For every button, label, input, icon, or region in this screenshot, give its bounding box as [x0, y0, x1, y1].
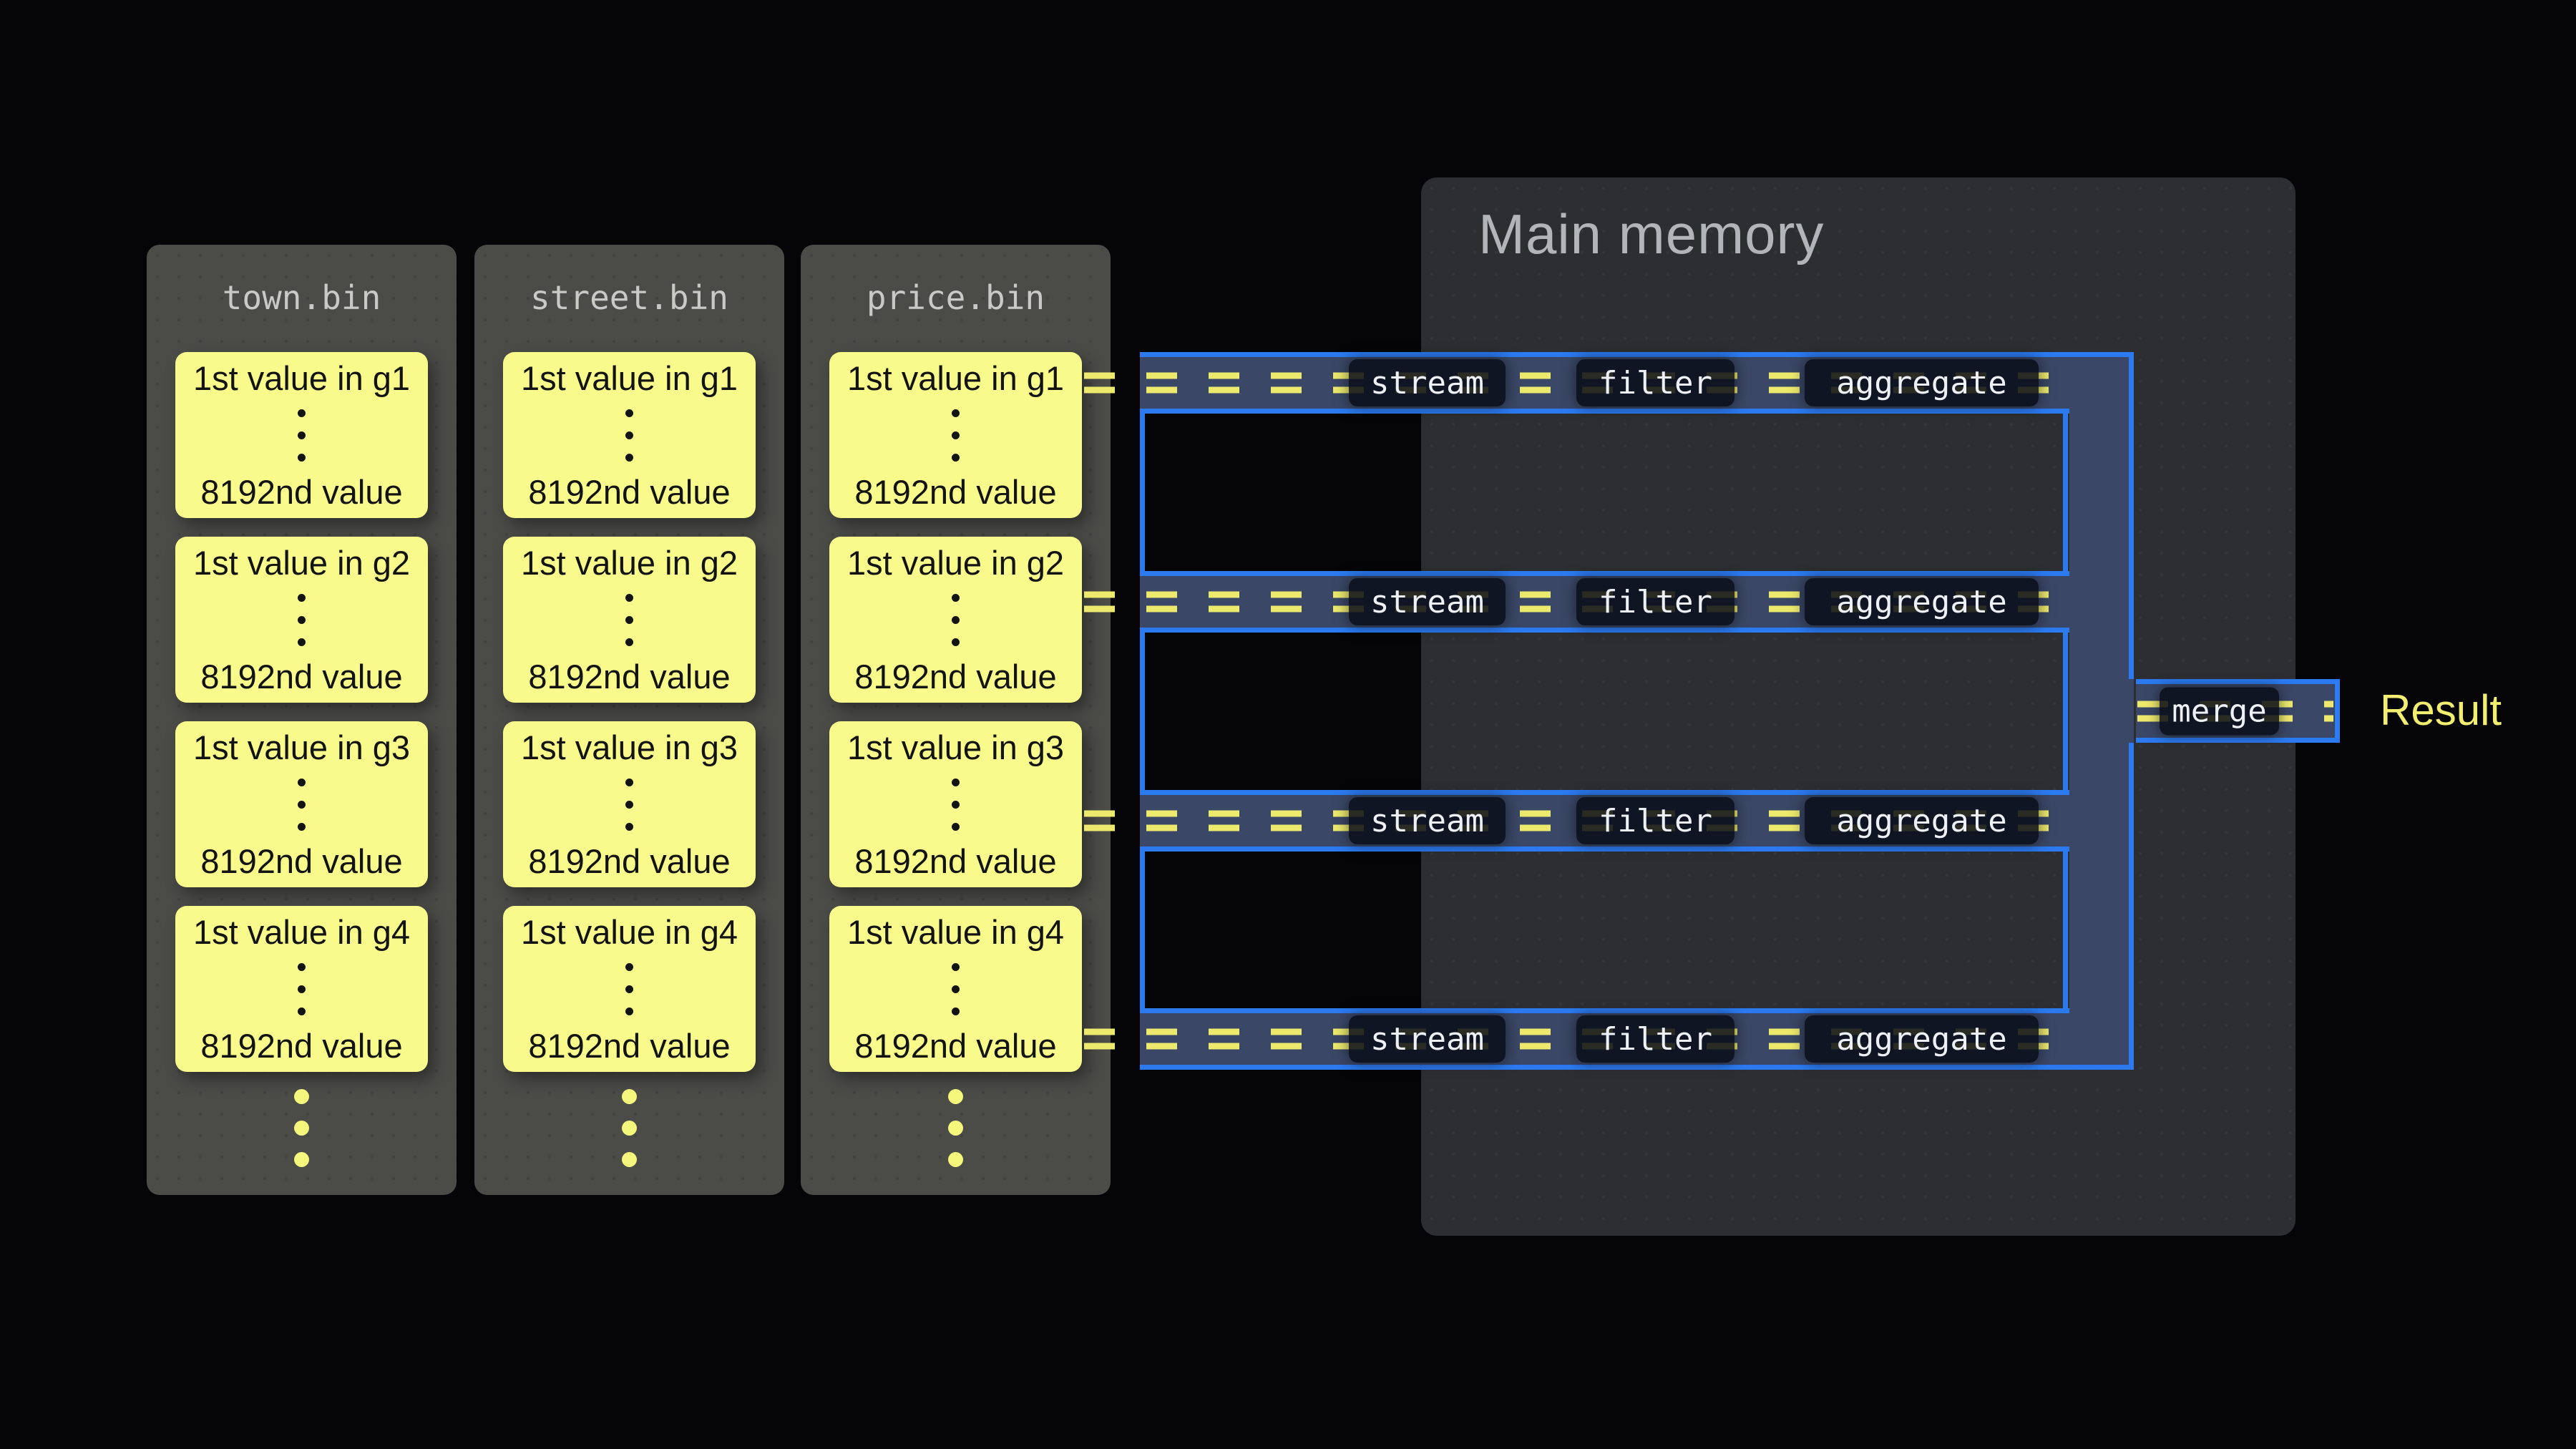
vertical-ellipsis-icon [952, 778, 960, 831]
block-last-value: 8192nd value [854, 841, 1057, 880]
value-block: 1st value in g3 8192nd value [829, 721, 1082, 887]
vertical-ellipsis-icon [952, 962, 960, 1015]
filter-operator-box: filter [1576, 359, 1735, 406]
block-first-value: 1st value in g3 [520, 728, 738, 766]
value-block: 1st value in g2 8192nd value [175, 537, 428, 703]
file-card-street: street.bin 1st value in g1 8192nd value … [474, 245, 784, 1195]
block-first-value: 1st value in g1 [847, 359, 1065, 397]
block-last-value: 8192nd value [200, 472, 403, 511]
value-block: 1st value in g2 8192nd value [503, 537, 756, 703]
block-last-value: 8192nd value [200, 1026, 403, 1065]
aggregate-operator-box: aggregate [1805, 578, 2039, 625]
pipeline-band: stream filter aggregate [1084, 790, 2069, 852]
value-block: 1st value in g4 8192nd value [175, 906, 428, 1072]
file-title: street.bin [530, 278, 728, 317]
value-block: 1st value in g3 8192nd value [503, 721, 756, 887]
vertical-ellipsis-icon [298, 409, 306, 462]
loop-border-left [1140, 414, 1145, 571]
pipeline-band: stream filter aggregate [1084, 352, 2069, 414]
loop-border-left [1140, 633, 1145, 790]
block-last-value: 8192nd value [854, 472, 1057, 511]
stream-operator-box: stream [1349, 359, 1506, 406]
file-title: price.bin [866, 278, 1045, 317]
block-last-value: 8192nd value [200, 841, 403, 880]
value-block: 1st value in g3 8192nd value [175, 721, 428, 887]
stream-operator-box: stream [1349, 797, 1506, 844]
value-block: 1st value in g2 8192nd value [829, 537, 1082, 703]
block-first-value: 1st value in g4 [520, 913, 738, 951]
value-block: 1st value in g4 8192nd value [503, 906, 756, 1072]
vertical-ellipsis-icon [952, 409, 960, 462]
aggregate-operator-box: aggregate [1805, 797, 2039, 844]
loop-border-right [2063, 633, 2068, 790]
loop-border-left [1140, 852, 1145, 1008]
pipeline-band: stream filter aggregate [1084, 571, 2069, 633]
more-groups-ellipsis-icon [147, 1089, 457, 1167]
channel-bottom-border [2069, 1065, 2134, 1070]
loop-border-right [2063, 414, 2068, 571]
merge-band: merge [2136, 679, 2340, 743]
file-title: town.bin [222, 278, 381, 317]
vertical-ellipsis-icon [298, 962, 306, 1015]
vertical-ellipsis-icon [298, 593, 306, 646]
collector-channel-border [2129, 352, 2134, 679]
block-last-value: 8192nd value [854, 1026, 1057, 1065]
block-first-value: 1st value in g2 [520, 544, 738, 582]
aggregate-operator-box: aggregate [1805, 1015, 2039, 1063]
vertical-ellipsis-icon [952, 593, 960, 646]
block-first-value: 1st value in g2 [192, 544, 411, 582]
main-memory-title: Main memory [1478, 203, 1825, 265]
file-card-price: price.bin 1st value in g1 8192nd value 1… [801, 245, 1111, 1195]
value-block: 1st value in g4 8192nd value [829, 906, 1082, 1072]
loop-border-right [2063, 852, 2068, 1008]
block-last-value: 8192nd value [854, 657, 1057, 696]
collector-channel-border [2129, 743, 2134, 1070]
value-block: 1st value in g1 8192nd value [503, 352, 756, 518]
vertical-ellipsis-icon [625, 593, 633, 646]
block-first-value: 1st value in g3 [847, 728, 1065, 766]
block-last-value: 8192nd value [528, 472, 731, 511]
block-last-value: 8192nd value [528, 841, 731, 880]
pipeline-band: stream filter aggregate [1084, 1008, 2069, 1070]
more-groups-ellipsis-icon [474, 1089, 784, 1167]
file-card-town: town.bin 1st value in g1 8192nd value 1s… [147, 245, 457, 1195]
block-first-value: 1st value in g4 [847, 913, 1065, 951]
vertical-ellipsis-icon [625, 962, 633, 1015]
more-groups-ellipsis-icon [801, 1089, 1111, 1167]
vertical-ellipsis-icon [625, 409, 633, 462]
block-last-value: 8192nd value [200, 657, 403, 696]
block-first-value: 1st value in g1 [192, 359, 411, 397]
filter-operator-box: filter [1576, 578, 1735, 625]
block-first-value: 1st value in g1 [520, 359, 738, 397]
block-last-value: 8192nd value [528, 657, 731, 696]
block-first-value: 1st value in g4 [192, 913, 411, 951]
merge-operator-box: merge [2160, 687, 2279, 735]
block-last-value: 8192nd value [528, 1026, 731, 1065]
result-label: Result [2380, 686, 2502, 734]
collector-channel [2069, 352, 2134, 1070]
filter-operator-box: filter [1576, 1015, 1735, 1063]
vertical-ellipsis-icon [625, 778, 633, 831]
aggregate-operator-box: aggregate [1805, 359, 2039, 406]
filter-operator-box: filter [1576, 797, 1735, 844]
value-block: 1st value in g1 8192nd value [175, 352, 428, 518]
vertical-ellipsis-icon [298, 778, 306, 831]
channel-top-border [2069, 352, 2134, 357]
block-first-value: 1st value in g2 [847, 544, 1065, 582]
block-first-value: 1st value in g3 [192, 728, 411, 766]
stream-operator-box: stream [1349, 578, 1506, 625]
value-block: 1st value in g1 8192nd value [829, 352, 1082, 518]
stream-operator-box: stream [1349, 1015, 1506, 1063]
